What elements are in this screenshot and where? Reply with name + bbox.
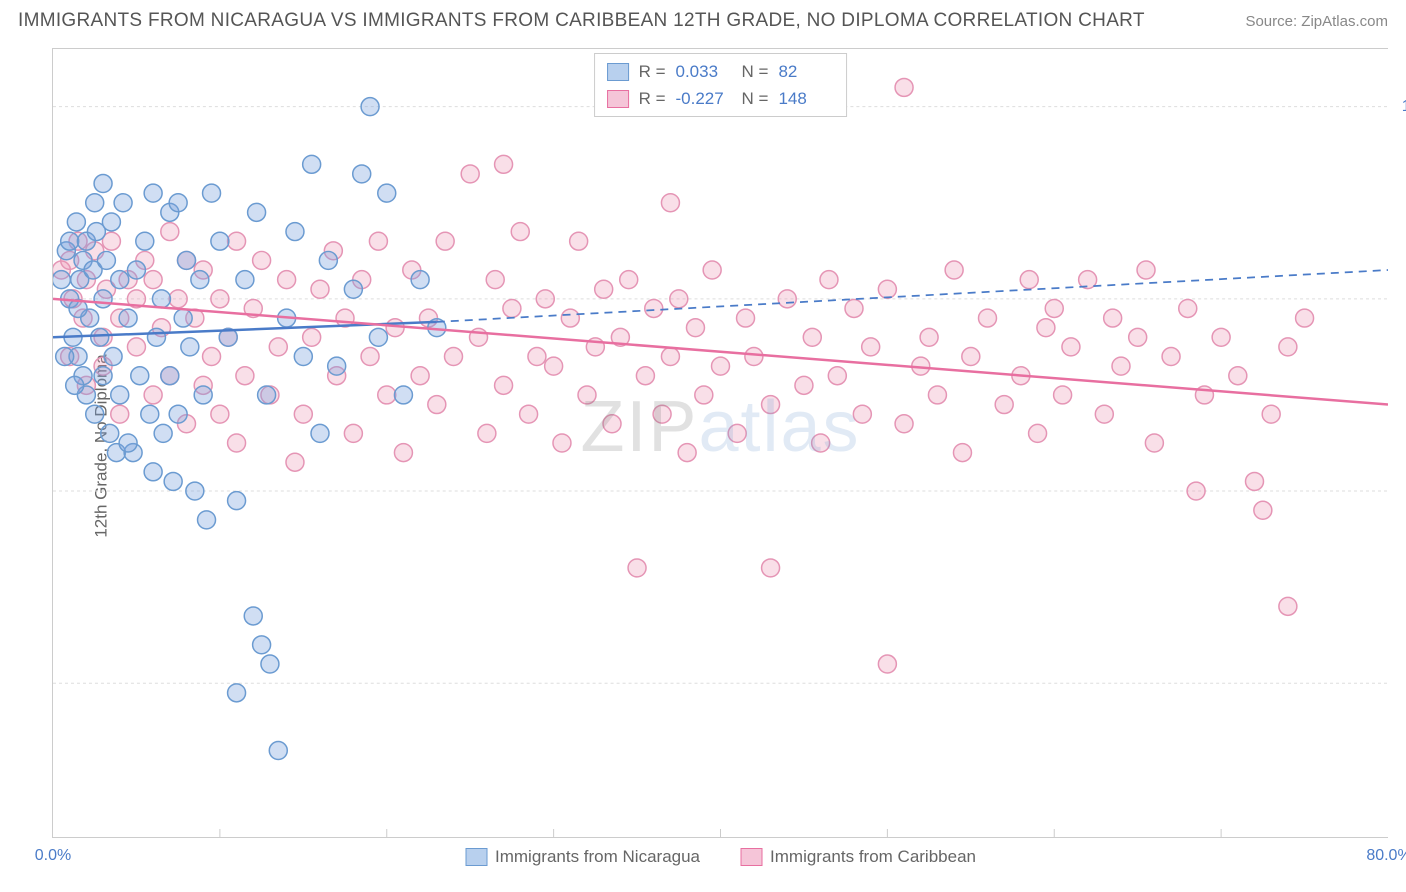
n-value-caribbean: 148: [778, 85, 834, 112]
legend-swatch-nicaragua: [607, 63, 629, 81]
n-value-nicaragua: 82: [778, 58, 834, 85]
legend-swatch-bottom-caribbean: [740, 848, 762, 866]
source-label: Source: ZipAtlas.com: [1245, 13, 1388, 30]
scatter-plot-svg: [53, 49, 1388, 837]
x-tick-label: 80.0%: [1366, 847, 1406, 865]
correlation-legend: R = 0.033 N = 82 R = -0.227 N = 148: [594, 53, 848, 117]
legend-label-caribbean: Immigrants from Caribbean: [770, 847, 976, 867]
chart-title: IMMIGRANTS FROM NICARAGUA VS IMMIGRANTS …: [18, 10, 1145, 32]
legend-row-nicaragua: R = 0.033 N = 82: [607, 58, 835, 85]
legend-swatch-bottom-nicaragua: [465, 848, 487, 866]
legend-label-nicaragua: Immigrants from Nicaragua: [495, 847, 700, 867]
y-tick-label: 100.0%: [1402, 98, 1406, 116]
chart-area: ZIPatlas R = 0.033 N = 82 R = -0.227 N =…: [52, 48, 1388, 838]
header: IMMIGRANTS FROM NICARAGUA VS IMMIGRANTS …: [0, 0, 1406, 40]
legend-item-nicaragua: Immigrants from Nicaragua: [465, 847, 700, 867]
legend-row-caribbean: R = -0.227 N = 148: [607, 85, 835, 112]
legend-swatch-caribbean: [607, 90, 629, 108]
r-value-caribbean: -0.227: [676, 85, 732, 112]
r-value-nicaragua: 0.033: [676, 58, 732, 85]
legend-item-caribbean: Immigrants from Caribbean: [740, 847, 976, 867]
series-legend: Immigrants from Nicaragua Immigrants fro…: [465, 847, 976, 867]
x-tick-label: 0.0%: [35, 847, 71, 865]
